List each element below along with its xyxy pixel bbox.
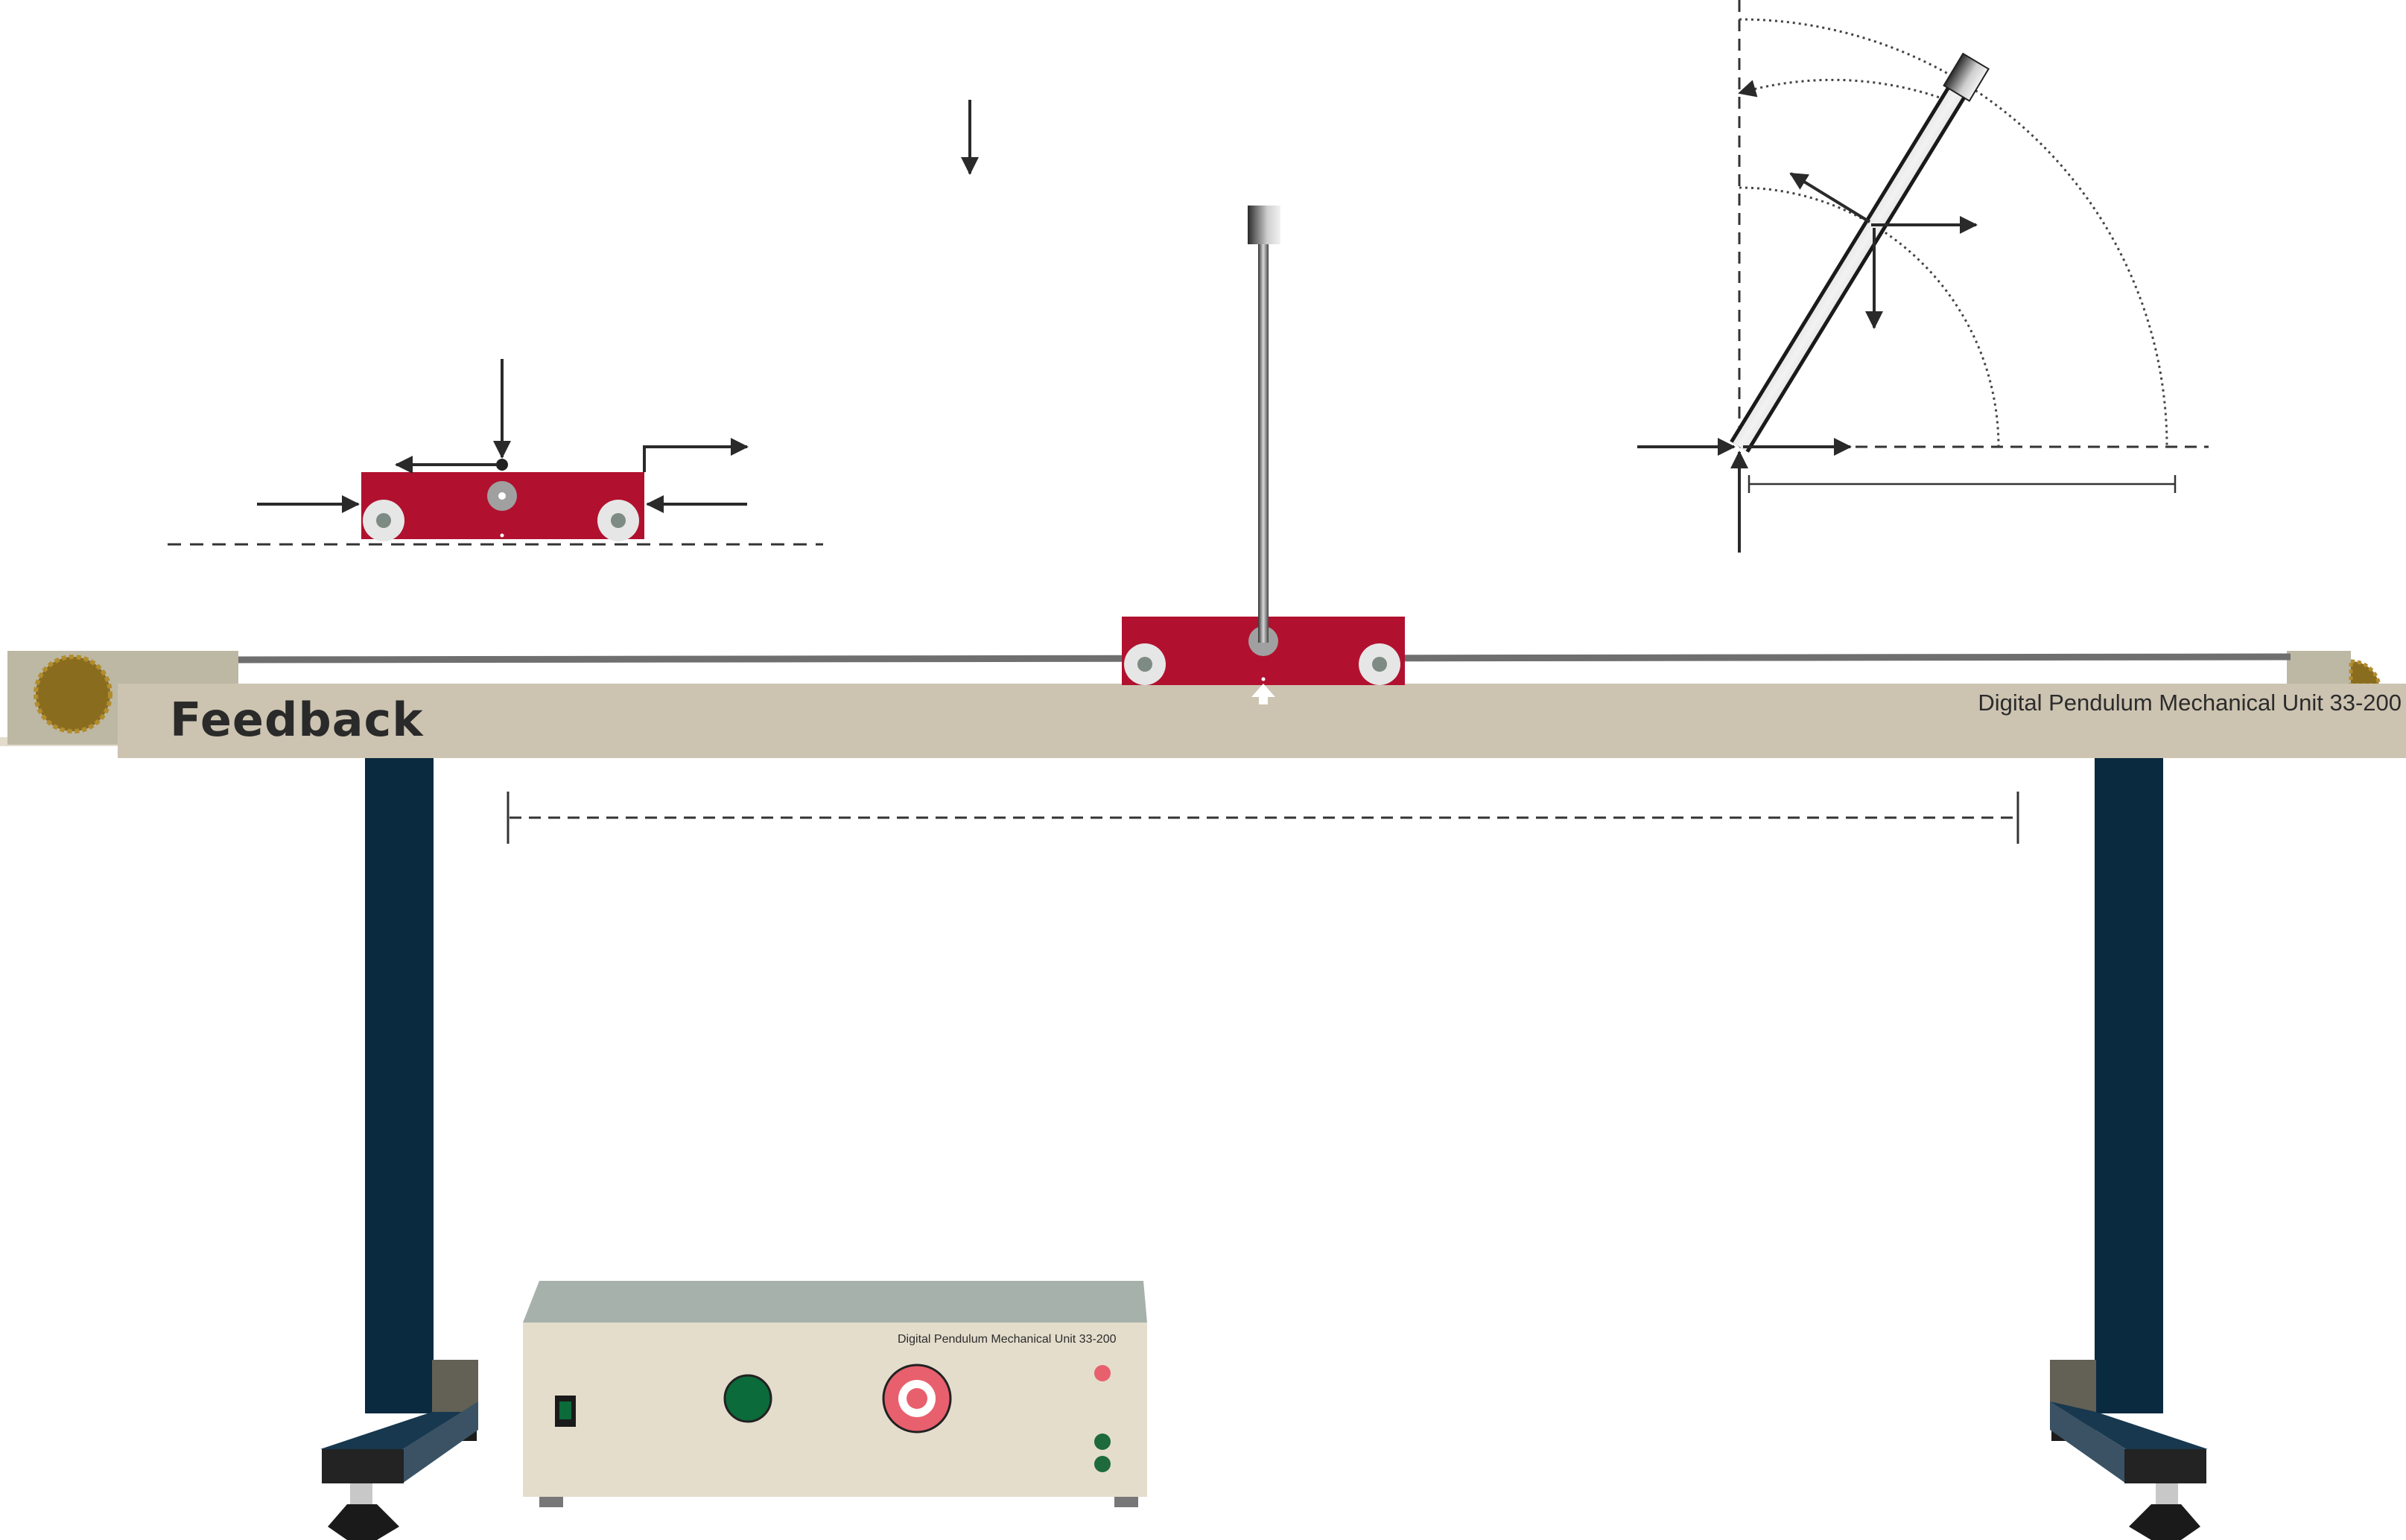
pendulum-rod bbox=[1258, 237, 1269, 643]
outer-arc bbox=[1739, 18, 2168, 448]
control-box-label: Digital Pendulum Mechanical Unit 33-200 bbox=[898, 1333, 1117, 1346]
gear-icon bbox=[34, 655, 112, 734]
pendulum-tip-cap bbox=[1943, 52, 1990, 102]
pivot-point bbox=[496, 459, 508, 471]
stop-button-icon[interactable] bbox=[882, 1364, 952, 1434]
control-box-front bbox=[523, 1323, 1147, 1497]
angle-arc-arrow bbox=[1738, 78, 1951, 103]
led-icon bbox=[1094, 1365, 1111, 1381]
inner-arc bbox=[1739, 186, 2000, 448]
rail-product-label: Digital Pendulum Mechanical Unit 33-200 bbox=[1978, 690, 2402, 716]
left-leg bbox=[320, 758, 478, 1540]
control-box-top bbox=[523, 1281, 1147, 1323]
rail-assembly bbox=[0, 206, 2406, 844]
start-button-icon[interactable] bbox=[723, 1374, 772, 1423]
gear-icon bbox=[2349, 659, 2381, 687]
led-icon bbox=[1094, 1456, 1111, 1472]
tangential-arrow bbox=[1789, 172, 1871, 223]
cart-free-body-diagram bbox=[168, 359, 823, 546]
pendulum-free-body-diagram bbox=[1637, 0, 2209, 553]
power-switch-icon[interactable] bbox=[555, 1396, 576, 1427]
right-force-arrow bbox=[643, 438, 749, 472]
cart-position-marker bbox=[1251, 684, 1275, 704]
pendulum-cap bbox=[1248, 206, 1280, 244]
control-box bbox=[523, 1281, 1147, 1507]
right-leg bbox=[2050, 758, 2208, 1540]
right-end-block bbox=[2287, 651, 2351, 685]
led-icon bbox=[1094, 1434, 1111, 1450]
feedback-logo: Feedback bbox=[170, 693, 424, 747]
